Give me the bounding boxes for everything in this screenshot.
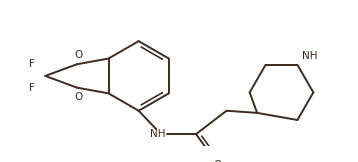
Text: F: F [29,59,35,69]
Text: F: F [29,83,35,93]
Text: NH: NH [302,52,317,61]
Text: NH: NH [150,129,165,139]
Text: O: O [74,92,83,102]
Text: O: O [214,160,222,162]
Text: O: O [74,50,83,60]
